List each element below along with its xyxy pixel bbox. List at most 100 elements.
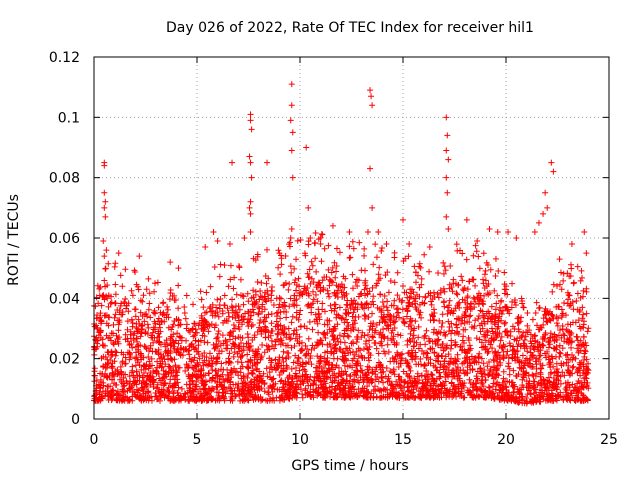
data-point (365, 314, 372, 321)
y-tick-labels: 00.020.040.060.080.10.12 (49, 50, 80, 428)
spike-point (167, 259, 174, 266)
data-point (483, 394, 490, 401)
data-point (357, 362, 364, 369)
data-point (303, 359, 310, 366)
data-point (244, 351, 251, 358)
data-point (442, 332, 449, 339)
spike-point (550, 168, 557, 175)
spike-point (445, 156, 452, 163)
data-point (214, 343, 221, 350)
data-point (324, 355, 331, 362)
data-point (114, 317, 121, 324)
data-point (327, 302, 334, 309)
data-point (104, 349, 111, 356)
data-point (472, 282, 479, 289)
data-point (512, 302, 519, 309)
data-point (544, 395, 551, 402)
data-point (481, 285, 488, 292)
data-point (240, 343, 247, 350)
data-point (195, 348, 202, 355)
data-point (274, 360, 281, 367)
data-point (405, 253, 412, 260)
data-point (331, 323, 338, 330)
data-point (288, 319, 295, 326)
data-point (342, 310, 349, 317)
data-point (133, 381, 140, 388)
data-point (255, 310, 262, 317)
data-point (343, 290, 350, 297)
data-point (138, 352, 145, 359)
data-point (202, 318, 209, 325)
data-point (326, 326, 333, 333)
data-point (258, 397, 265, 404)
data-point (503, 303, 510, 310)
data-point (392, 382, 399, 389)
data-point (283, 362, 290, 369)
data-point (319, 277, 326, 284)
data-point (245, 334, 252, 341)
spike-point (288, 225, 295, 232)
data-point (412, 318, 419, 325)
data-point (557, 350, 564, 357)
data-point (575, 317, 582, 324)
data-point (548, 311, 555, 318)
data-point (476, 336, 483, 343)
data-point (380, 303, 387, 310)
data-point (276, 394, 283, 401)
data-point (463, 304, 470, 311)
data-point (172, 363, 179, 370)
data-point (278, 395, 285, 402)
data-point (153, 393, 160, 400)
data-point (441, 263, 448, 270)
data-point (567, 356, 574, 363)
data-point (481, 331, 488, 338)
data-point (545, 310, 552, 317)
data-point (313, 268, 320, 275)
data-point (472, 355, 479, 362)
data-point (134, 373, 141, 380)
data-point (111, 314, 118, 321)
data-point (340, 385, 347, 392)
data-point (363, 388, 370, 395)
data-point (450, 280, 457, 287)
data-point (445, 318, 452, 325)
data-point (520, 340, 527, 347)
data-point (467, 392, 474, 399)
data-point (189, 326, 196, 333)
data-point (255, 383, 262, 390)
data-point (403, 313, 410, 320)
data-point (351, 297, 358, 304)
spike-point (210, 228, 217, 235)
data-point (330, 355, 337, 362)
data-point (460, 339, 467, 346)
data-point (478, 297, 485, 304)
data-point (581, 350, 588, 357)
data-point (378, 342, 385, 349)
data-point (476, 350, 483, 357)
data-point (454, 291, 461, 298)
data-point (129, 367, 136, 374)
data-point (574, 368, 581, 375)
data-point (354, 368, 361, 375)
data-point (584, 328, 591, 335)
data-point (484, 349, 491, 356)
data-point (216, 347, 223, 354)
data-point (394, 394, 401, 401)
data-point (186, 355, 193, 362)
data-point (213, 371, 220, 378)
data-point (262, 329, 269, 336)
spike-point (288, 147, 295, 154)
data-point (160, 367, 167, 374)
data-point (379, 298, 386, 305)
data-point (520, 365, 527, 372)
data-point (377, 329, 384, 336)
data-point (151, 288, 158, 295)
data-point (386, 311, 393, 318)
data-point (100, 294, 107, 301)
data-point (97, 314, 104, 321)
data-point (242, 383, 249, 390)
data-point (263, 342, 270, 349)
data-point (422, 392, 429, 399)
data-point (276, 356, 283, 363)
